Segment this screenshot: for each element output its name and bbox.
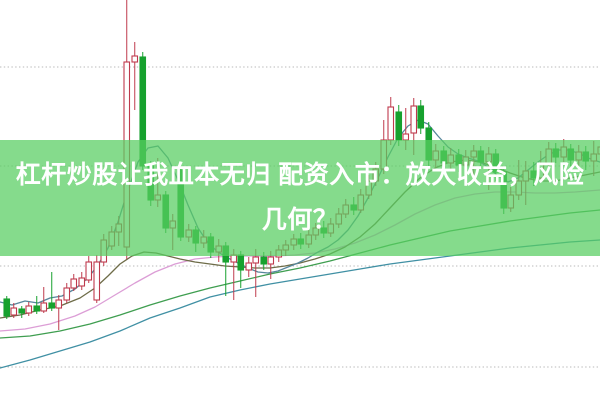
headline-line-1: 杠杆炒股让我血本无归 配资入市：放大收益，风险 xyxy=(15,161,585,189)
candle-body xyxy=(55,299,63,309)
candle-body xyxy=(40,302,48,312)
candle-body xyxy=(93,261,101,301)
candle-body xyxy=(70,278,78,289)
candle-body xyxy=(85,261,93,281)
candle-body xyxy=(260,256,268,265)
candle xyxy=(417,100,425,134)
candle xyxy=(78,272,86,290)
candle xyxy=(18,306,26,318)
candle-body xyxy=(63,287,71,301)
candle-body xyxy=(245,262,253,271)
candle-body xyxy=(48,302,56,309)
candle xyxy=(85,256,93,283)
candle xyxy=(3,296,11,319)
candle-body xyxy=(3,298,11,317)
candle-body xyxy=(410,105,418,134)
candle xyxy=(387,97,395,145)
candle-body xyxy=(33,305,41,312)
candle xyxy=(131,42,139,110)
candle xyxy=(40,287,48,313)
candle-body xyxy=(131,55,139,63)
candle xyxy=(237,251,245,288)
candle-body xyxy=(387,106,395,141)
candle xyxy=(252,249,260,297)
candle xyxy=(10,303,18,318)
candle xyxy=(70,274,78,291)
candle xyxy=(25,302,33,316)
ma-line-ma-teal-slow xyxy=(0,239,600,369)
candle-body xyxy=(10,307,18,316)
candle-body xyxy=(78,277,86,287)
candle-body xyxy=(230,254,238,263)
candle xyxy=(93,255,101,303)
headline-line-2: 几何？ xyxy=(261,206,339,234)
candle-body xyxy=(25,305,33,314)
candle-body xyxy=(237,254,245,271)
headline-banner: 杠杆炒股让我血本无归 配资入市：放大收益，风险 几何？ xyxy=(0,140,600,256)
candle xyxy=(48,272,56,311)
candle-body xyxy=(267,256,275,265)
candle-body xyxy=(252,256,260,264)
candle xyxy=(245,257,253,277)
candle xyxy=(55,295,63,330)
candle xyxy=(63,283,71,303)
candle-body xyxy=(395,111,403,141)
candle xyxy=(33,296,41,314)
candle-body xyxy=(417,105,425,129)
candle-body xyxy=(18,308,26,314)
